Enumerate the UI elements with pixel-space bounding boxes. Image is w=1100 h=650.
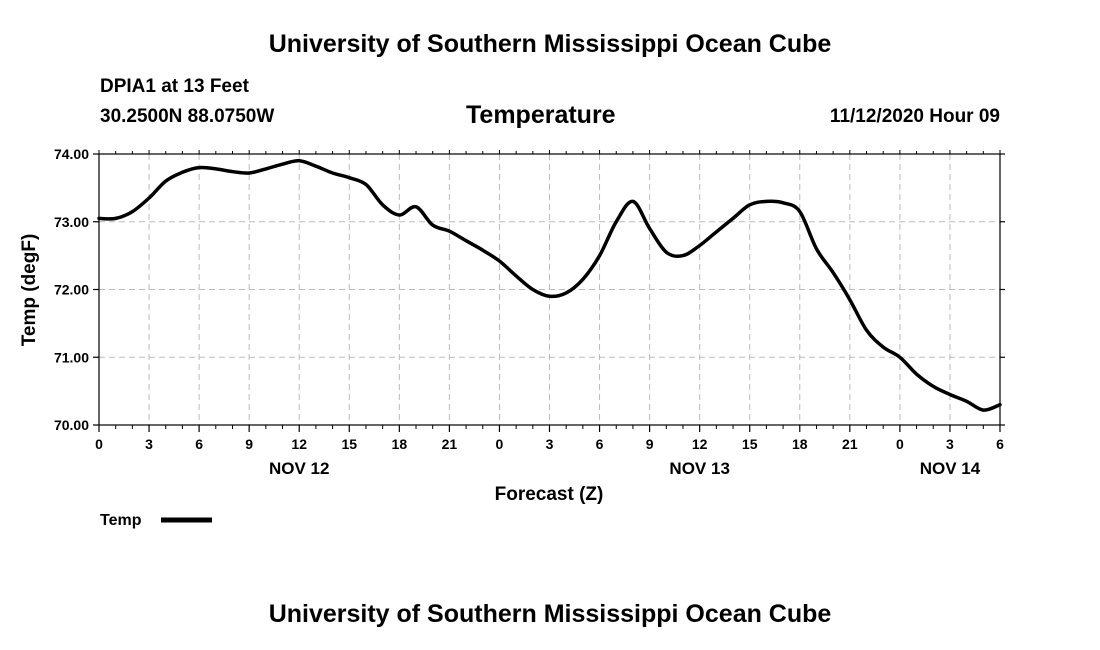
x-tick-label: 12 <box>692 436 708 452</box>
x-tick-label: 18 <box>392 436 408 452</box>
x-tick-label: 6 <box>596 436 604 452</box>
x-tick-label: 18 <box>792 436 808 452</box>
y-tick-label: 71.00 <box>54 349 89 365</box>
coordinates-label: 30.2500N 88.0750W <box>100 106 275 127</box>
legend-label: Temp <box>100 512 142 529</box>
x-tick-label: 6 <box>195 436 203 452</box>
x-date-label: NOV 13 <box>669 459 729 478</box>
x-tick-label: 0 <box>896 436 904 452</box>
timestamp-label: 11/12/2020 Hour 09 <box>829 106 1000 127</box>
x-tick-label: 12 <box>291 436 307 452</box>
x-tick-label: 15 <box>742 436 758 452</box>
x-tick-label: 21 <box>842 436 858 452</box>
x-tick-label: 9 <box>646 436 654 452</box>
tick-label-layer: 0 3 6 9 12 15 18 21 0 3 6 9 12 15 18 21 0 3 6 70.00 71.00 72.… <box>54 146 1004 478</box>
x-tick-label: 3 <box>546 436 554 452</box>
x-tick-label: 6 <box>996 436 1004 452</box>
y-tick-label: 74.00 <box>54 146 89 162</box>
x-tick-label: 15 <box>341 436 357 452</box>
x-tick-label: 3 <box>145 436 153 452</box>
x-tick-label: 3 <box>946 436 954 452</box>
bottom-title: University of Southern Mississippi Ocean… <box>268 600 832 628</box>
x-date-label: NOV 14 <box>920 459 981 478</box>
x-axis-label: Forecast (Z) <box>495 484 604 505</box>
y-tick-label: 70.00 <box>54 417 89 433</box>
station-label: DPIA1 at 13 Feet <box>100 76 249 97</box>
top-title: University of Southern Mississippi Ocean… <box>268 30 832 58</box>
y-tick-label: 72.00 <box>54 282 89 298</box>
series-line-temp <box>97 159 1002 412</box>
x-tick-label: 0 <box>496 436 504 452</box>
y-axis-label: Temp (degF) <box>19 234 40 347</box>
x-tick-label: 9 <box>245 436 253 452</box>
chart-title: Temperature <box>466 101 616 129</box>
tick-layer <box>93 150 1005 432</box>
x-date-label: NOV 12 <box>269 459 329 478</box>
x-tick-label: 0 <box>95 436 103 452</box>
grid-layer <box>99 154 1000 425</box>
x-tick-label: 21 <box>442 436 458 452</box>
y-tick-label: 73.00 <box>54 214 89 230</box>
